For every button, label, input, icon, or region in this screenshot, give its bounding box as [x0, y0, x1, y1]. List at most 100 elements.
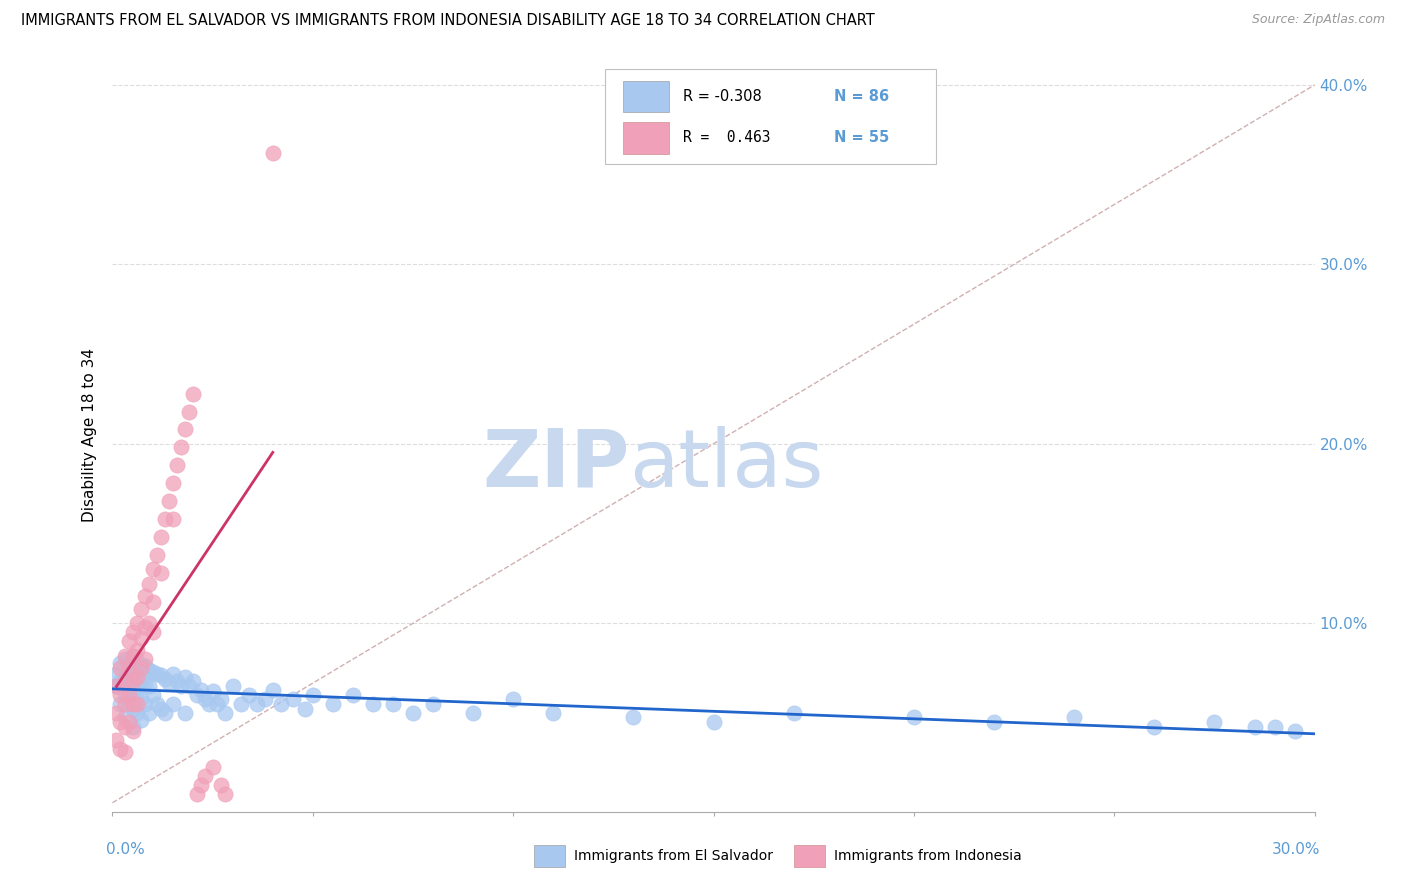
- Point: [129, 602, 152, 616]
- Point: [153, 672, 176, 686]
- Text: ZIP: ZIP: [482, 426, 630, 504]
- Point: [177, 679, 200, 693]
- Point: [145, 697, 167, 711]
- Point: [1143, 720, 1166, 734]
- Point: [149, 702, 172, 716]
- Point: [110, 714, 132, 729]
- Point: [129, 657, 152, 672]
- Point: [157, 675, 180, 690]
- Point: [201, 760, 224, 774]
- Point: [222, 679, 245, 693]
- Point: [125, 684, 148, 698]
- Point: [281, 691, 304, 706]
- Point: [134, 659, 156, 673]
- Text: atlas: atlas: [630, 426, 824, 504]
- Text: N = 55: N = 55: [834, 130, 889, 145]
- Point: [141, 595, 163, 609]
- Point: [138, 663, 160, 677]
- Point: [125, 670, 148, 684]
- Point: [121, 682, 143, 697]
- Y-axis label: Disability Age 18 to 34: Disability Age 18 to 34: [82, 348, 97, 522]
- Point: [173, 422, 195, 436]
- Text: 0.0%: 0.0%: [107, 842, 145, 857]
- Point: [125, 670, 148, 684]
- Point: [114, 670, 136, 684]
- Point: [621, 709, 644, 723]
- Point: [110, 697, 132, 711]
- Point: [166, 458, 188, 473]
- Point: [149, 566, 172, 580]
- Point: [134, 675, 156, 690]
- Text: 30.0%: 30.0%: [1272, 842, 1320, 857]
- Point: [702, 714, 725, 729]
- Point: [110, 688, 132, 702]
- Point: [114, 648, 136, 663]
- Point: [110, 656, 132, 670]
- Point: [141, 625, 163, 640]
- Point: [129, 713, 152, 727]
- Point: [129, 631, 152, 645]
- Point: [110, 742, 132, 756]
- Point: [190, 682, 212, 697]
- Point: [214, 706, 236, 720]
- Point: [117, 697, 139, 711]
- Point: [342, 688, 364, 702]
- Point: [422, 697, 444, 711]
- Point: [105, 666, 128, 681]
- Point: [117, 714, 139, 729]
- Point: [149, 530, 172, 544]
- Point: [302, 688, 325, 702]
- Point: [121, 625, 143, 640]
- Text: N = 86: N = 86: [834, 89, 889, 104]
- Point: [153, 512, 176, 526]
- Point: [105, 733, 128, 747]
- Point: [141, 562, 163, 576]
- Point: [214, 787, 236, 801]
- Point: [134, 697, 156, 711]
- Point: [125, 706, 148, 720]
- Point: [246, 697, 269, 711]
- Point: [262, 146, 284, 161]
- Point: [110, 661, 132, 675]
- Point: [134, 620, 156, 634]
- Point: [114, 673, 136, 688]
- Point: [162, 697, 184, 711]
- Point: [253, 691, 276, 706]
- Point: [402, 706, 425, 720]
- Point: [169, 441, 191, 455]
- Point: [141, 665, 163, 679]
- Point: [186, 688, 208, 702]
- Point: [502, 691, 524, 706]
- Point: [903, 709, 925, 723]
- Point: [197, 697, 219, 711]
- Point: [162, 476, 184, 491]
- Point: [117, 679, 139, 693]
- Point: [169, 679, 191, 693]
- Text: R = -0.308: R = -0.308: [683, 89, 762, 104]
- Point: [270, 697, 292, 711]
- Point: [322, 697, 344, 711]
- Point: [117, 634, 139, 648]
- Point: [125, 654, 148, 668]
- Point: [149, 668, 172, 682]
- Point: [209, 691, 232, 706]
- Point: [117, 688, 139, 702]
- Point: [361, 697, 384, 711]
- Point: [125, 697, 148, 711]
- Point: [117, 661, 139, 675]
- Point: [209, 778, 232, 792]
- Point: [162, 512, 184, 526]
- Point: [114, 709, 136, 723]
- Point: [181, 673, 204, 688]
- Point: [162, 666, 184, 681]
- Point: [1264, 720, 1286, 734]
- Point: [121, 648, 143, 663]
- Point: [114, 697, 136, 711]
- Point: [190, 778, 212, 792]
- Point: [145, 548, 167, 562]
- Point: [138, 616, 160, 631]
- Point: [782, 706, 804, 720]
- Point: [543, 706, 565, 720]
- Point: [177, 404, 200, 418]
- Point: [238, 688, 260, 702]
